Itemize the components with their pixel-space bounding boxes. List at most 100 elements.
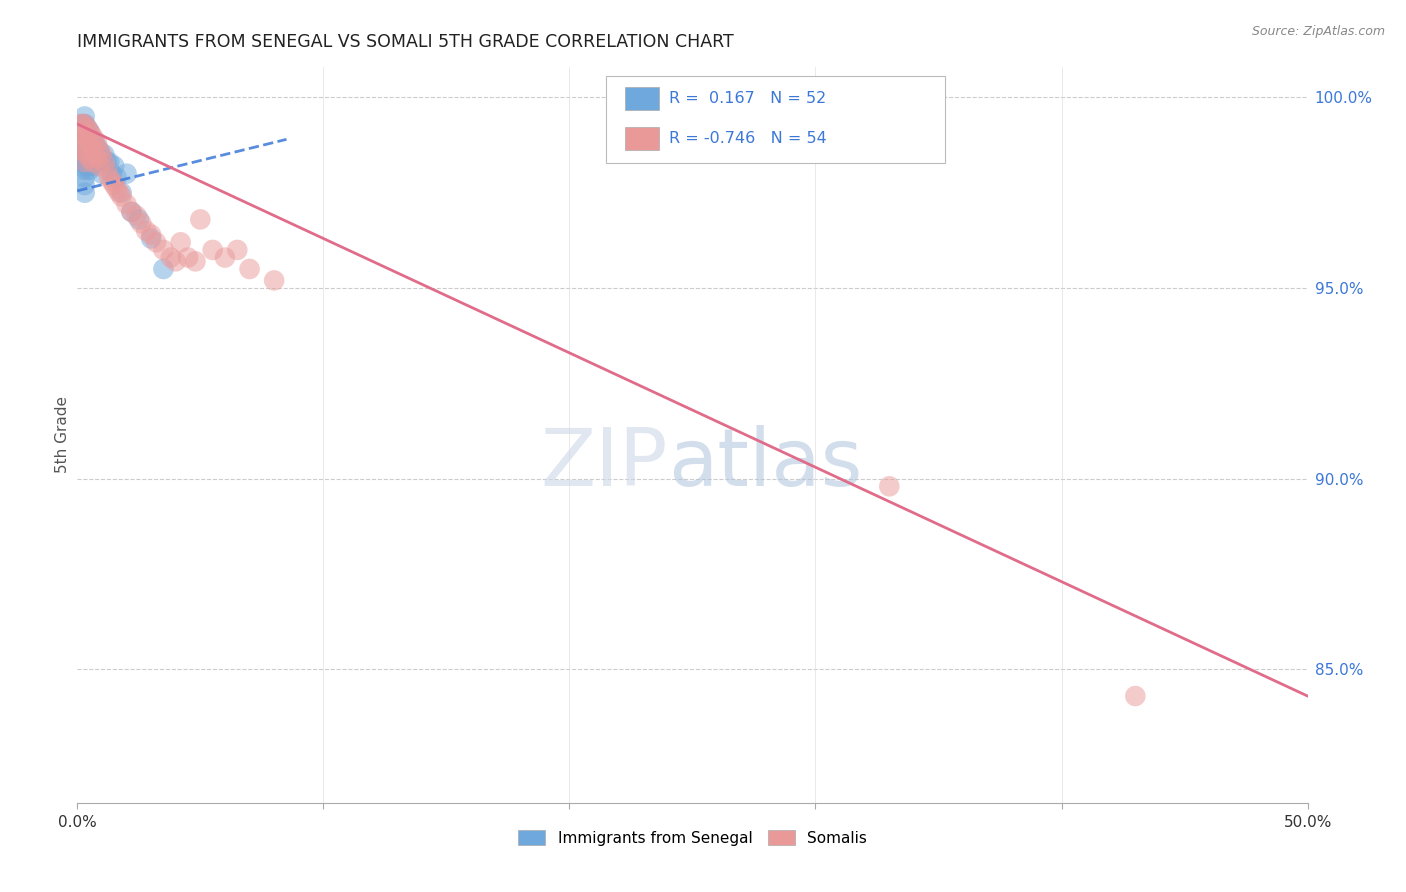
Point <box>879 479 901 493</box>
Bar <box>624 87 659 111</box>
Point <box>89 144 111 158</box>
Text: R =  0.167   N = 52: R = 0.167 N = 52 <box>669 91 827 106</box>
Point <box>73 162 96 177</box>
Point <box>83 152 105 166</box>
Text: IMMIGRANTS FROM SENEGAL VS SOMALI 5TH GRADE CORRELATION CHART: IMMIGRANTS FROM SENEGAL VS SOMALI 5TH GR… <box>77 34 734 52</box>
Point <box>111 189 132 203</box>
Point <box>69 136 91 150</box>
Point <box>90 152 114 166</box>
Point <box>86 140 108 154</box>
Point <box>69 117 91 131</box>
Point <box>69 147 91 161</box>
Point <box>76 120 98 135</box>
Point <box>160 251 183 265</box>
Point <box>70 128 93 143</box>
Point <box>70 132 93 146</box>
Point <box>73 132 96 146</box>
Point <box>79 136 101 150</box>
Point <box>73 117 96 131</box>
Point <box>76 132 98 146</box>
Point <box>125 209 148 223</box>
Point <box>86 152 108 166</box>
Point <box>82 159 104 173</box>
Point <box>111 186 132 200</box>
Point <box>115 167 138 181</box>
Point <box>188 212 212 227</box>
Point <box>141 231 163 245</box>
Point <box>70 125 93 139</box>
Point <box>70 140 93 154</box>
Point <box>184 254 207 268</box>
Point <box>83 136 105 150</box>
Point <box>76 147 98 161</box>
Point <box>121 204 143 219</box>
Point <box>70 155 93 169</box>
Point <box>79 136 101 150</box>
Point <box>103 178 125 193</box>
Point <box>73 140 96 154</box>
Point <box>86 155 108 169</box>
Point <box>89 159 111 173</box>
Point <box>73 147 96 161</box>
Point <box>86 136 108 150</box>
Point <box>70 147 93 161</box>
Point <box>73 186 96 200</box>
Point <box>79 152 101 166</box>
Point <box>76 147 98 161</box>
Point <box>152 243 174 257</box>
Point <box>76 159 98 173</box>
Legend: Immigrants from Senegal, Somalis: Immigrants from Senegal, Somalis <box>513 825 872 850</box>
Point <box>128 212 150 227</box>
Point <box>152 262 174 277</box>
Point <box>177 251 200 265</box>
Point <box>214 251 236 265</box>
Point <box>79 125 101 139</box>
Point <box>226 243 249 257</box>
Point <box>73 155 96 169</box>
Point <box>141 227 163 242</box>
Point <box>145 235 167 250</box>
Point <box>82 155 104 169</box>
Point <box>170 235 193 250</box>
Point <box>69 128 91 143</box>
Point <box>93 147 115 161</box>
Point <box>79 125 101 139</box>
Point <box>83 132 105 146</box>
Point <box>96 155 118 169</box>
Point <box>83 147 105 161</box>
Point <box>90 147 114 161</box>
Point <box>105 170 128 185</box>
Point <box>73 125 96 139</box>
Point <box>79 162 101 177</box>
Point <box>82 140 104 154</box>
Point <box>82 128 104 143</box>
Point <box>76 120 98 135</box>
Point <box>73 110 96 124</box>
Text: R = -0.746   N = 54: R = -0.746 N = 54 <box>669 131 827 145</box>
Point <box>101 174 124 188</box>
Point <box>82 144 104 158</box>
Point <box>263 273 285 287</box>
Point <box>82 132 104 146</box>
Point <box>73 155 96 169</box>
Point <box>115 197 138 211</box>
Point <box>70 117 93 131</box>
Point <box>103 159 125 173</box>
Point <box>69 140 91 154</box>
Point <box>79 147 101 161</box>
Point <box>96 162 118 177</box>
Point <box>89 144 111 158</box>
Point <box>73 140 96 154</box>
Point <box>76 128 98 143</box>
Point <box>129 216 153 230</box>
Point <box>121 204 143 219</box>
Point <box>69 159 91 173</box>
Point <box>98 170 121 185</box>
Point <box>135 224 157 238</box>
Point <box>76 136 98 150</box>
Point <box>73 117 96 131</box>
Text: atlas: atlas <box>668 425 862 503</box>
FancyBboxPatch shape <box>606 76 945 162</box>
Point <box>90 167 114 181</box>
Point <box>165 254 187 268</box>
